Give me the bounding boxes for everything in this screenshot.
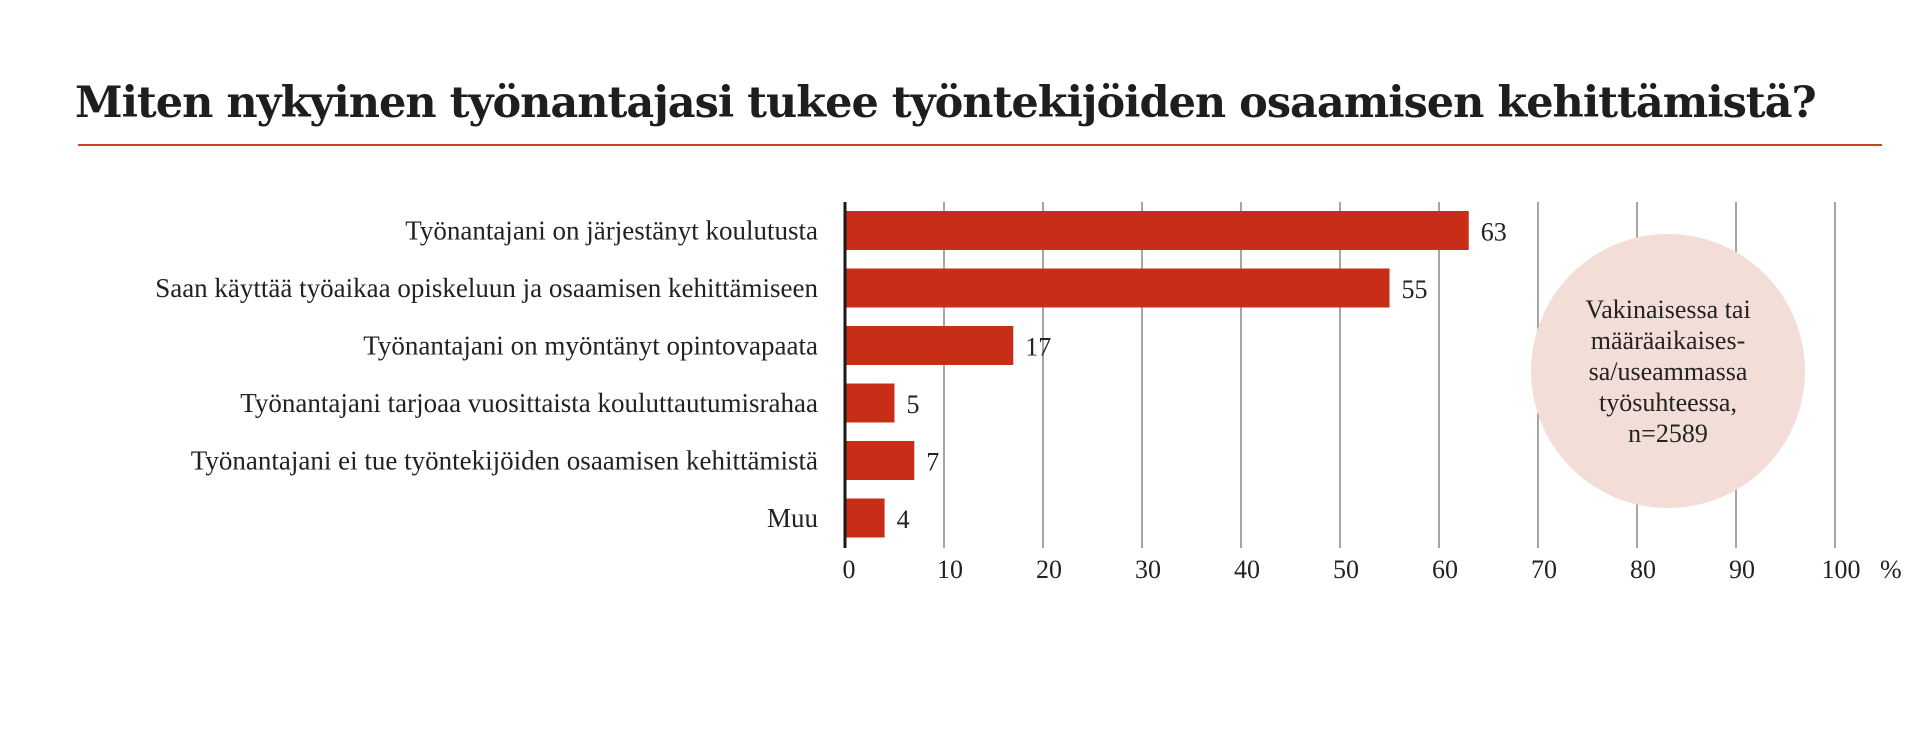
axis-unit-label: % [1880,555,1902,584]
chart-title: Miten nykyinen työnantajasi tukee työnte… [75,78,1817,128]
bar-5 [845,498,885,538]
value-label-1: 55 [1402,275,1428,304]
tick-label-40: 40 [1234,555,1260,584]
value-label-2: 17 [1025,333,1051,362]
tick-label-70: 70 [1531,555,1557,584]
bar-3 [845,383,895,423]
tick-label-80: 80 [1630,555,1656,584]
value-label-4: 7 [926,448,939,477]
title-divider [78,144,1882,146]
category-label-0: Työnantajani on järjestänyt koulutusta [405,216,818,246]
value-label-0: 63 [1481,218,1507,247]
category-label-1: Saan käyttää työaikaa opiskeluun ja osaa… [155,273,818,303]
tick-label-30: 30 [1135,555,1161,584]
tick-label-10: 10 [937,555,963,584]
bar-1 [845,268,1390,308]
tick-label-20: 20 [1036,555,1062,584]
category-label-5: Muu [767,503,819,533]
tick-label-50: 50 [1333,555,1359,584]
category-label-4: Työnantajani ei tue työntekijöiden osaam… [191,446,818,476]
value-label-5: 4 [897,505,910,534]
bar-4 [845,441,915,480]
sample-note-text: Vakinaisessa tai määräaikaises- sa/useam… [1585,294,1751,448]
bar-2 [845,326,1014,365]
tick-label-60: 60 [1432,555,1458,584]
tick-label-0: 0 [843,555,856,584]
value-label-3: 5 [907,390,920,419]
bar-0 [845,211,1469,250]
tick-label-90: 90 [1729,555,1755,584]
category-label-2: Työnantajani on myöntänyt opintovapaata [363,331,818,361]
category-label-3: Työnantajani tarjoaa vuosittaista koulut… [240,388,818,418]
tick-label-100: 100 [1822,555,1861,584]
sample-note-circle: Vakinaisessa tai määräaikaises- sa/useam… [1531,234,1805,508]
